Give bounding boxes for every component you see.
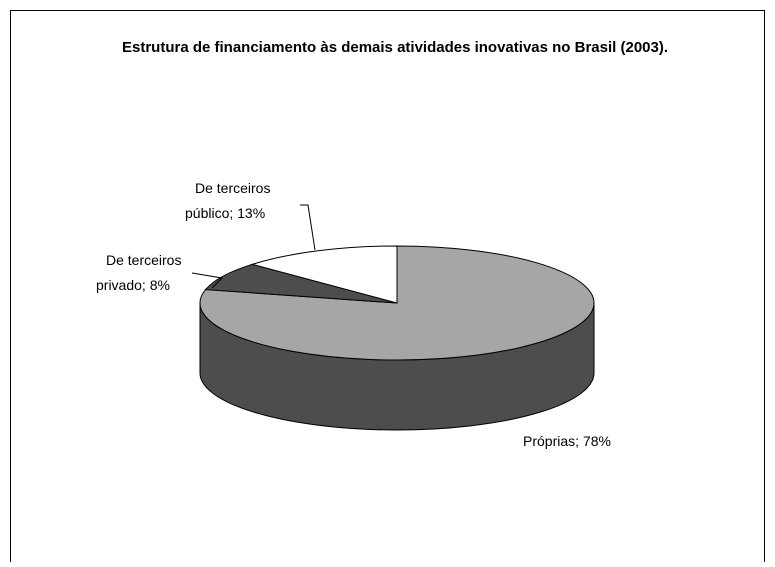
- pie: [199, 245, 595, 431]
- pie-slice: [204, 263, 398, 304]
- pie-slice: [250, 245, 398, 304]
- data-label: Próprias; 78%: [523, 433, 611, 449]
- data-label: De terceiros privado; 8%: [96, 252, 181, 293]
- chart-title: Estrutura de financiamento às demais ati…: [122, 39, 668, 56]
- data-label: De terceiros público; 13%: [185, 180, 270, 221]
- leader-line: [300, 204, 316, 251]
- leader-line: [191, 272, 224, 289]
- pie-slice: [199, 245, 595, 361]
